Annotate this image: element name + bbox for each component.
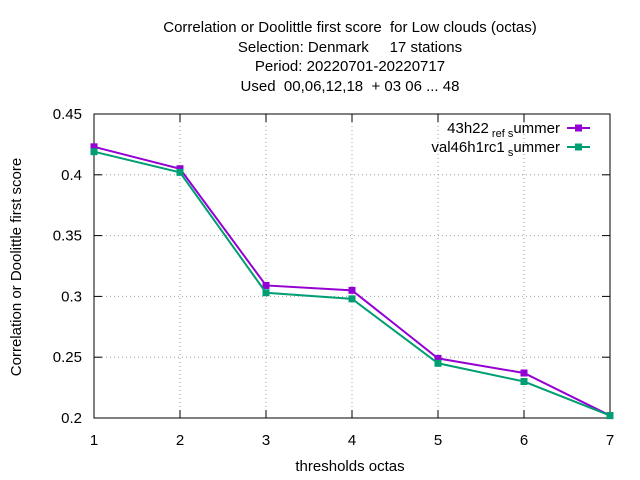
data-point [176,168,184,176]
x-tick-label: 3 [262,432,270,449]
y-tick-label: 0.35 [53,228,82,245]
legend: 43h22 ref summer val46h1rc1 summer [431,120,590,159]
data-point [176,165,184,173]
y-axis-label: Correlation or Doolittle first score [8,158,25,376]
data-point [262,281,270,289]
legend-label-2: val46h1rc1 summer [431,139,560,159]
y-tick-label: 0.45 [53,106,82,123]
data-point [90,143,98,151]
title-line-3: Period: 20220701-20220717 [254,58,446,75]
legend-label-1: 43h22 ref summer [447,120,560,140]
x-tick-label: 6 [520,432,528,449]
y-tick-label: 0.2 [61,410,82,427]
x-axis-label: thresholds octas [295,458,404,475]
x-tick-label: 7 [606,432,614,449]
plot-frame [93,113,611,419]
series-line-2 [93,150,611,417]
data-point [348,286,356,294]
data-point [348,295,356,303]
data-point [434,354,442,362]
x-tick-label: 2 [176,432,184,449]
series-group [90,143,614,420]
data-point [606,412,614,420]
legend-marker-1 [575,124,582,132]
x-tick-label: 5 [434,432,442,449]
data-point [520,378,528,386]
y-tick-label: 0.4 [61,167,82,184]
data-point [262,289,270,297]
title-line-4: Used 00,06,12,18 + 03 06 ... 48 [240,77,460,95]
data-point [90,148,98,156]
grid [94,114,610,418]
x-tick-label: 4 [348,432,356,449]
x-tick-label: 1 [90,432,98,449]
chart-title: Correlation or Doolittle first score for… [0,18,640,96]
series-line-1 [93,145,611,417]
y-tick-label: 0.25 [53,349,82,366]
y-tick-label: 0.3 [61,288,82,305]
title-line-1: Correlation or Doolittle first score for… [163,19,537,36]
legend-marker-2 [575,143,582,151]
title-line-2: Selection: Denmark 17 stations [237,38,463,56]
data-point [434,359,442,367]
data-point [520,369,528,377]
